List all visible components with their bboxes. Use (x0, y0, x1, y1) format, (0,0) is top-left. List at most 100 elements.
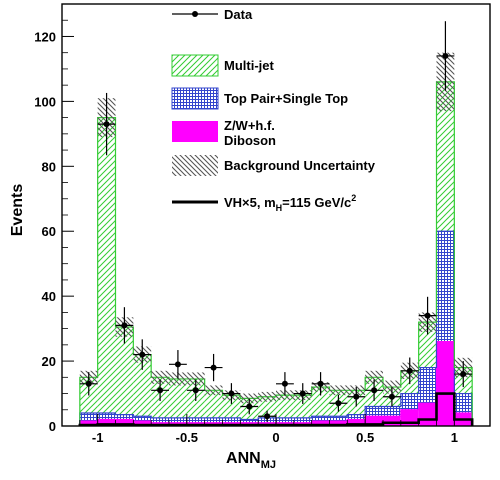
data-point-15 (347, 387, 366, 407)
bar-0-3 (133, 421, 152, 426)
data-point-18 (400, 357, 419, 385)
data-point-4 (151, 379, 169, 402)
bar-2-5 (169, 378, 187, 418)
data-point-16 (365, 379, 383, 402)
legend-entry-multijet: Multi-jet (171, 54, 274, 77)
data-marker-1 (103, 121, 110, 128)
data-marker-10 (264, 413, 271, 420)
data-point-21 (454, 361, 473, 388)
legend-entry-top: Top Pair+Single Top (171, 87, 348, 110)
data-marker-7 (210, 364, 217, 371)
bar-1-2 (115, 414, 134, 420)
bar-1-19 (418, 367, 437, 404)
bar-2-13 (311, 387, 330, 417)
data-marker-16 (371, 387, 378, 394)
data-marker-20 (442, 52, 449, 59)
bar-1-6 (186, 417, 205, 423)
data-marker-6 (192, 387, 199, 394)
bar-1-20 (436, 231, 455, 342)
x-tick-label-0: -1 (92, 430, 104, 445)
data-point-17 (383, 387, 401, 407)
y-tick-label-2: 40 (42, 289, 56, 304)
data-points (79, 21, 473, 422)
bar-0-16 (365, 416, 383, 426)
bar-0-1 (97, 419, 116, 426)
bar-2-3 (133, 354, 152, 417)
x-axis-title-main: ANN (226, 450, 261, 467)
data-marker-21 (460, 371, 467, 378)
legend-label-uncertainty: Background Uncertainty (224, 158, 376, 173)
bar-1-18 (400, 393, 419, 410)
y-tick-label-4: 80 (42, 159, 56, 174)
uncertainty-10 (258, 391, 276, 402)
bar-1-15 (347, 414, 366, 420)
legend-label-zw: Z/W+h.f. (224, 118, 275, 133)
bar-2-12 (293, 395, 312, 418)
legend-label-multijet: Multi-jet (224, 58, 274, 73)
data-marker-17 (388, 393, 395, 400)
uncertainty-6 (186, 372, 205, 386)
data-marker-14 (335, 400, 342, 407)
bar-1-9 (240, 419, 259, 423)
y-tick-label-6: 120 (34, 29, 56, 44)
uncertainty-7 (204, 385, 223, 396)
bar-2-7 (204, 390, 223, 418)
bar-2-1 (97, 117, 116, 414)
bar-0-15 (347, 419, 366, 426)
uncertainty-14 (329, 385, 348, 396)
x-tick-label-4: 1 (451, 430, 458, 445)
uncertainty-4 (151, 370, 169, 384)
data-marker-19 (424, 312, 431, 319)
bar-2-11 (276, 395, 294, 418)
legend-label-top: Top Pair+Single Top (224, 91, 348, 106)
data-point-3 (133, 339, 152, 370)
data-point-14 (329, 394, 348, 412)
bar-2-19 (418, 322, 437, 368)
x-tick-label-3: 0.5 (356, 430, 374, 445)
data-marker-9 (246, 403, 253, 410)
data-marker-15 (353, 393, 360, 400)
bar-0-14 (329, 421, 348, 426)
stacked-histogram (79, 81, 473, 426)
bar-1-12 (293, 417, 312, 423)
data-marker-8 (228, 390, 235, 397)
axes: 0 20 40 60 80 100 120 -1 -0.5 0 0.5 1 (34, 3, 491, 445)
bar-2-8 (222, 395, 241, 418)
bar-0-13 (311, 421, 330, 426)
data-marker-11 (281, 380, 288, 387)
bar-1-14 (329, 416, 348, 422)
uncertainty-9 (240, 393, 259, 404)
legend-label-signal: VH×5, mH=115 GeV/c2 (224, 193, 356, 213)
bar-0-19 (418, 403, 437, 426)
bar-1-11 (276, 417, 294, 423)
bar-0-20 (436, 341, 455, 426)
uncertainty-5 (169, 372, 187, 386)
data-point-13 (311, 372, 330, 396)
x-tick-label-2: 0 (272, 430, 279, 445)
y-tick-label-3: 60 (42, 224, 56, 239)
data-point-9 (240, 398, 259, 415)
data-point-1 (97, 92, 116, 156)
legend-label-diboson: Diboson (224, 133, 276, 148)
bar-1-17 (383, 406, 401, 417)
data-point-7 (204, 353, 223, 382)
data-marker-3 (139, 351, 146, 358)
bar-2-2 (115, 326, 134, 415)
bar-1-8 (222, 417, 241, 423)
legend-label-data: Data (224, 7, 253, 22)
data-point-0 (79, 372, 98, 396)
data-marker-13 (317, 380, 324, 387)
bar-1-4 (151, 417, 169, 423)
bar-1-13 (311, 416, 330, 422)
data-point-6 (186, 379, 205, 402)
data-point-19 (418, 296, 437, 335)
x-axis-title: ANNMJ (226, 450, 276, 471)
y-tick-label-1: 20 (42, 354, 56, 369)
bar-1-0 (79, 413, 98, 422)
bar-2-20 (436, 81, 455, 232)
data-marker-0 (85, 380, 92, 387)
legend-entry-signal: VH×5, mH=115 GeV/c2 (172, 193, 356, 213)
legend-entry-uncertainty: Background Uncertainty (172, 155, 376, 176)
data-point-12 (293, 383, 312, 404)
